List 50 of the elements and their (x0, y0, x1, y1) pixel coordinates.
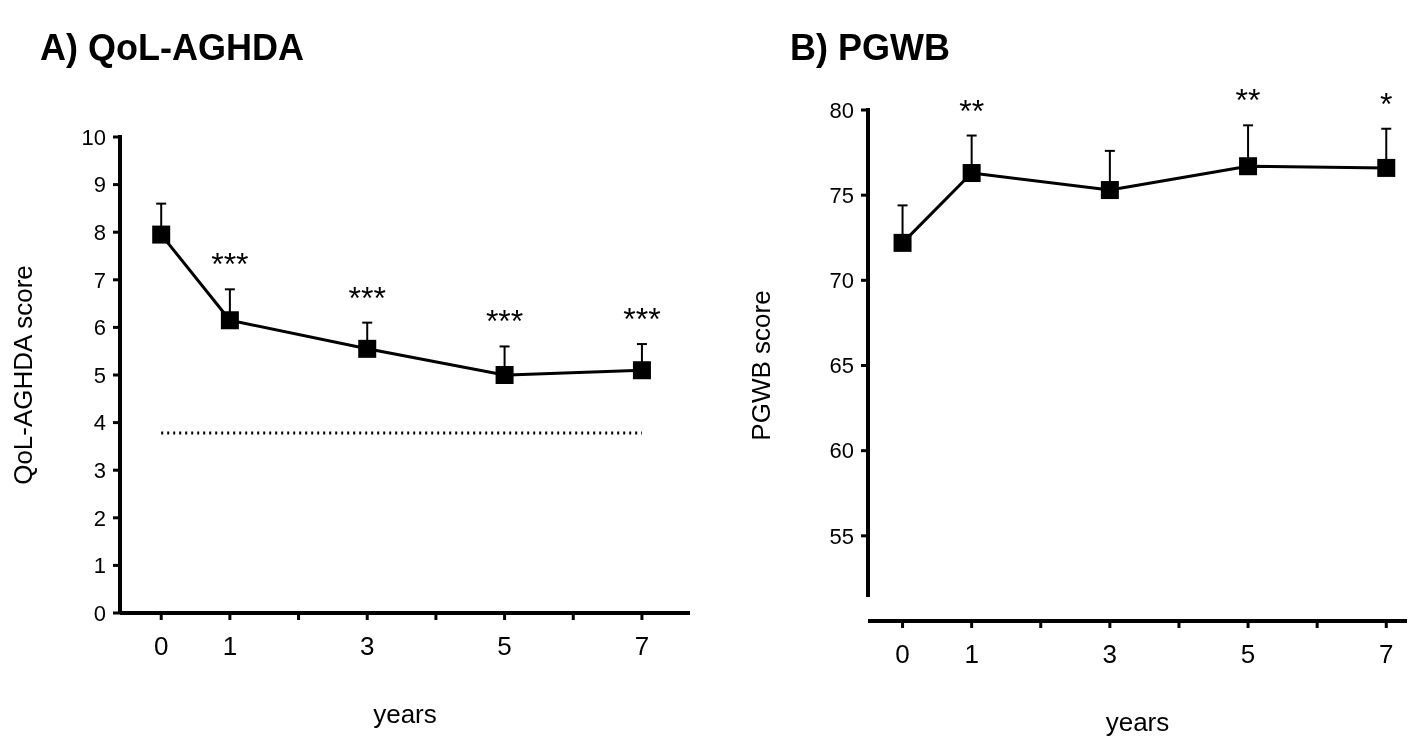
y-axis-title: QoL-AGHDA score (8, 265, 38, 485)
y-tick-label: 4 (93, 410, 106, 436)
annotation: ** (959, 92, 985, 129)
chart-title: B) PGWB (790, 27, 950, 68)
point (962, 164, 981, 183)
x-tick-label: 0 (895, 639, 910, 669)
y-tick-label: 80 (829, 97, 854, 123)
x-tick-label: 0 (153, 631, 169, 661)
y-tick-label: 55 (829, 523, 854, 549)
annotation: *** (623, 301, 661, 338)
y-tick-label: 5 (93, 362, 106, 388)
x-tick-label: 5 (1240, 639, 1256, 669)
y-tick-label: 6 (93, 315, 106, 341)
x-tick-label: 7 (1379, 639, 1394, 669)
y-tick-label: 75 (829, 182, 854, 208)
point (632, 361, 651, 380)
point (495, 366, 514, 384)
y-axis-title: PGWB score (746, 290, 776, 441)
chart-title: A) QoL-AGHDA (40, 27, 304, 68)
x-tick-label: 5 (497, 631, 512, 661)
x-tick-label: 3 (359, 631, 375, 661)
point (1239, 157, 1258, 176)
point (1377, 158, 1396, 177)
x-tick-label: 7 (634, 631, 650, 661)
y-tick-label: 65 (829, 353, 854, 379)
x-tick-label: 3 (1102, 639, 1118, 669)
point (893, 233, 912, 252)
annotation: * (1380, 85, 1393, 122)
point (220, 311, 239, 330)
annotation: ** (1235, 82, 1261, 119)
annotation: *** (485, 303, 524, 340)
y-tick-label: 2 (93, 505, 106, 531)
point (152, 225, 171, 244)
y-tick-label: 10 (81, 124, 106, 150)
y-tick-label: 3 (93, 457, 106, 483)
x-tick-label: 1 (964, 639, 979, 669)
point (1100, 181, 1119, 200)
x-axis-title: years (1105, 707, 1170, 737)
y-tick-label: 1 (93, 553, 106, 579)
point (358, 339, 377, 358)
annotation: *** (211, 246, 249, 283)
y-tick-label: 8 (93, 219, 106, 245)
x-tick-label: 1 (222, 631, 238, 661)
y-tick-label: 60 (829, 438, 854, 464)
y-tick-label: 70 (829, 268, 854, 294)
y-tick-label: 7 (93, 267, 106, 293)
y-tick-label: 9 (93, 172, 106, 198)
x-axis-title: years (373, 699, 437, 729)
y-tick-label: 0 (93, 600, 106, 626)
annotation: *** (348, 279, 386, 316)
